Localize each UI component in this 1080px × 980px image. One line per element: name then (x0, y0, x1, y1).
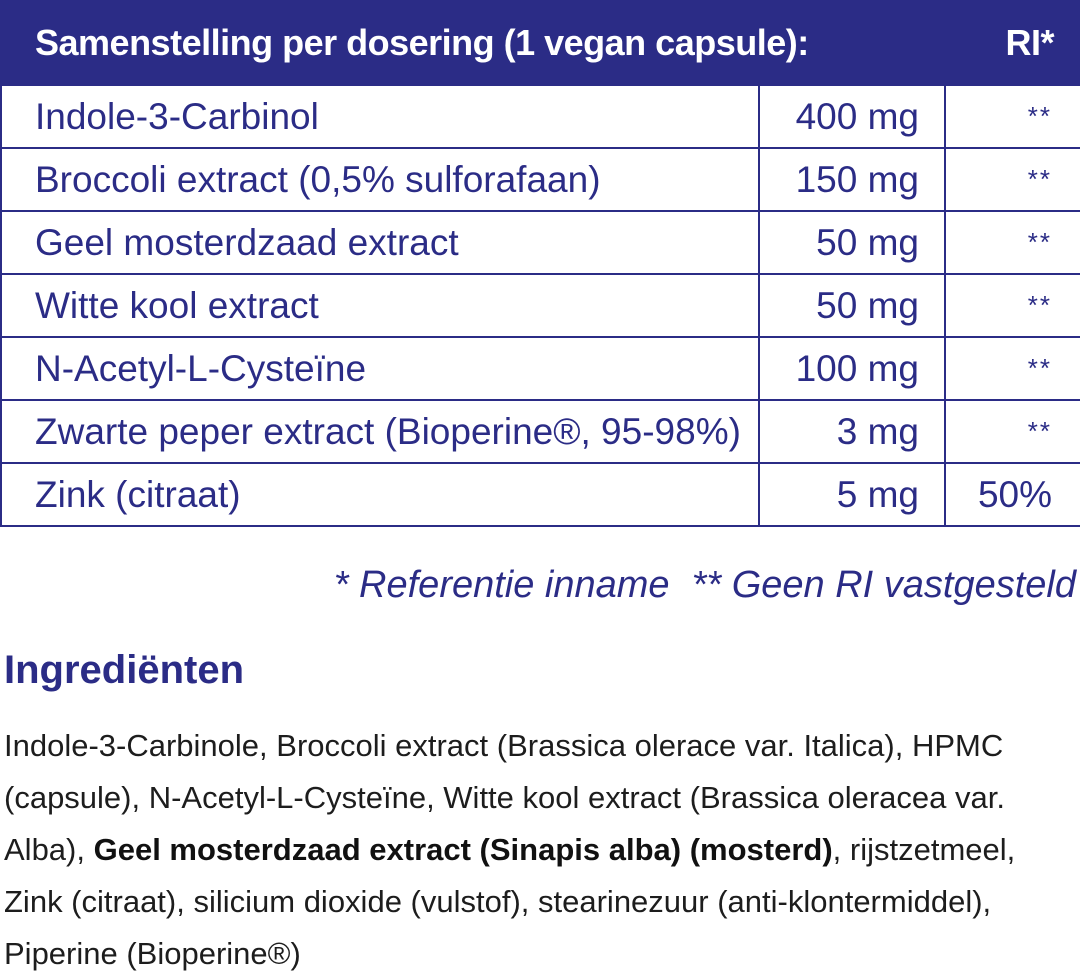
ri-footnote-none: ** Geen RI vastgesteld (691, 564, 1076, 606)
table-row: Indole-3-Carbinol 400 mg ** (0, 84, 1080, 149)
table-row: Zwarte peper extract (Bioperine®, 95-98%… (0, 399, 1080, 464)
ingredient-ri: ** (944, 84, 1080, 149)
ingredient-ri: ** (944, 273, 1080, 338)
ingredient-amount: 3 mg (758, 399, 946, 464)
ingredient-name: Zwarte peper extract (Bioperine®, 95-98%… (0, 399, 760, 464)
ingredients-title: Ingrediënten (4, 648, 245, 692)
table-header-ri: RI* (944, 0, 1080, 86)
ingredients-text: Indole-3-Carbinole, Broccoli extract (Br… (4, 720, 1054, 980)
ingredient-ri: ** (944, 399, 1080, 464)
ingredient-name: Broccoli extract (0,5% sulforafaan) (0, 147, 760, 212)
table-header-row: Samenstelling per dosering (1 vegan caps… (0, 0, 1080, 86)
table-row: Geel mosterdzaad extract 50 mg ** (0, 210, 1080, 275)
table-row: N-Acetyl-L-Cysteïne 100 mg ** (0, 336, 1080, 401)
ingredient-name: Witte kool extract (0, 273, 760, 338)
ingredient-amount: 100 mg (758, 336, 946, 401)
table-row: Witte kool extract 50 mg ** (0, 273, 1080, 338)
ingredient-name: Zink (citraat) (0, 462, 760, 527)
table-header-title: Samenstelling per dosering (1 vegan caps… (0, 0, 946, 86)
composition-table-wrapper: Samenstelling per dosering (1 vegan caps… (0, 0, 1080, 527)
ingredients-text-part1: Indole-3-Carbinole, Broccoli extract (Br… (4, 728, 1005, 867)
ingredient-ri: ** (944, 147, 1080, 212)
ingredient-amount: 50 mg (758, 273, 946, 338)
table-row: Broccoli extract (0,5% sulforafaan) 150 … (0, 147, 1080, 212)
ingredient-ri: ** (944, 336, 1080, 401)
ri-footnote-reference: * Referentie inname (333, 564, 670, 606)
ingredient-name: Geel mosterdzaad extract (0, 210, 760, 275)
table-row: Zink (citraat) 5 mg 50% (0, 462, 1080, 527)
ingredients-allergen: Geel mosterdzaad extract (Sinapis alba) … (93, 832, 833, 867)
composition-table: Samenstelling per dosering (1 vegan caps… (0, 0, 1080, 527)
ingredient-name: Indole-3-Carbinol (0, 84, 760, 149)
ri-footnote: * Referentie inname ** Geen RI vastgestel… (0, 564, 1076, 607)
ingredient-ri: ** (944, 210, 1080, 275)
ingredient-ri: 50% (944, 462, 1080, 527)
ingredient-amount: 50 mg (758, 210, 946, 275)
ingredients-text-part2: , rijstzetmeel, Zink (citraat), silicium… (4, 832, 1016, 971)
ingredient-amount: 5 mg (758, 462, 946, 527)
ingredient-amount: 400 mg (758, 84, 946, 149)
ingredient-name: N-Acetyl-L-Cysteïne (0, 336, 760, 401)
ingredient-amount: 150 mg (758, 147, 946, 212)
